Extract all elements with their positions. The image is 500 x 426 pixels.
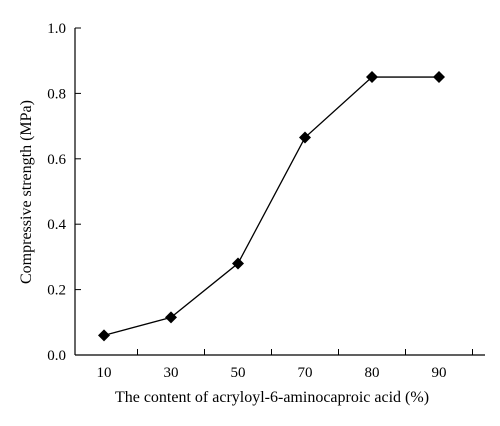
- y-axis-title: Compressive strength (MPa): [18, 100, 35, 284]
- x-tick-label: 50: [231, 365, 246, 381]
- x-axis: 10 30 50 70 80 90: [75, 349, 485, 381]
- data-point-marker: [433, 71, 445, 84]
- data-point-marker: [366, 71, 378, 84]
- y-tick-label: 0.6: [47, 152, 66, 168]
- x-tick-label: 30: [164, 365, 179, 381]
- data-point-marker: [299, 131, 311, 144]
- data-point-marker: [165, 311, 177, 324]
- x-tick-label: 10: [97, 365, 112, 381]
- y-tick-label: 0.2: [47, 283, 66, 299]
- y-tick-label: 1.0: [47, 21, 66, 37]
- x-axis-title: The content of acryloyl-6-aminocaproic a…: [115, 389, 429, 406]
- y-axis: 0.0 0.2 0.4 0.6 0.8 1.0: [47, 21, 81, 364]
- y-tick-label: 0.8: [47, 86, 66, 102]
- x-tick-label: 90: [432, 365, 447, 381]
- y-ticks: 0.0 0.2 0.4 0.6 0.8 1.0: [47, 21, 81, 364]
- x-tick-label: 70: [298, 365, 313, 381]
- series-group: [98, 71, 445, 342]
- series-line: [103, 76, 439, 337]
- data-point-marker: [98, 329, 110, 342]
- x-tick-label: 80: [365, 365, 380, 381]
- data-point-marker: [232, 257, 244, 270]
- y-tick-label: 0.4: [47, 217, 66, 233]
- x-ticks: 10 30 50 70 80 90: [97, 349, 473, 381]
- y-tick-label: 0.0: [47, 348, 66, 364]
